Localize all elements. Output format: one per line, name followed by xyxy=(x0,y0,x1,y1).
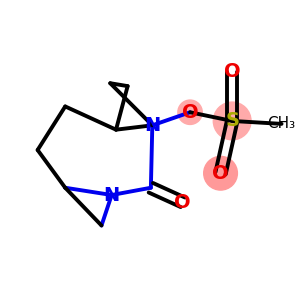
Text: O: O xyxy=(212,164,229,183)
Text: O: O xyxy=(182,103,198,122)
Text: N: N xyxy=(144,116,160,135)
Text: O: O xyxy=(224,62,241,81)
Circle shape xyxy=(213,102,251,140)
Circle shape xyxy=(204,156,237,190)
Text: O: O xyxy=(175,193,191,212)
Text: CH₃: CH₃ xyxy=(268,116,296,131)
Circle shape xyxy=(178,100,202,124)
Text: N: N xyxy=(103,185,120,205)
Text: S: S xyxy=(225,112,239,130)
